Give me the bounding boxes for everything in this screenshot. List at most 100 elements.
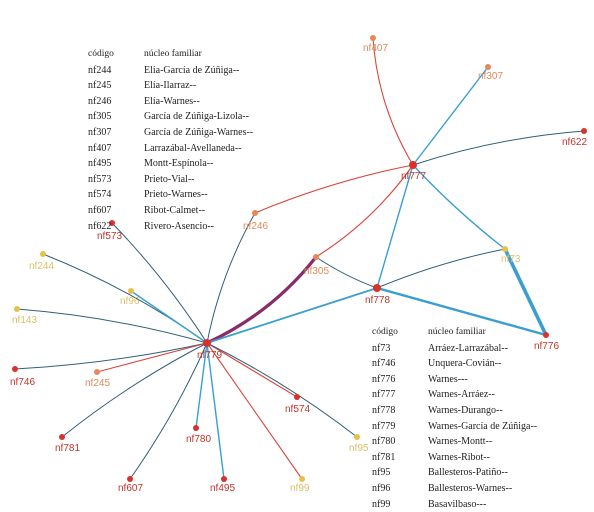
edge-nf779-nf607 bbox=[129, 342, 208, 480]
node-nf95[interactable] bbox=[354, 434, 360, 440]
legend-code: nf245 bbox=[88, 80, 112, 92]
legend-row: nf99 Basavilbaso--- bbox=[372, 497, 537, 512]
legend-family: Basavilbaso--- bbox=[428, 498, 487, 510]
node-nf99[interactable] bbox=[299, 476, 305, 482]
legend-code: nf73 bbox=[372, 342, 391, 354]
legend-row: nf407 Larrazábal-Avellaneda-- bbox=[88, 141, 253, 157]
node-label-nf143: nf143 bbox=[12, 315, 37, 326]
legend-table-top: código núcleo familiar nf244 Elía-García … bbox=[88, 47, 253, 234]
legend-family: García de Zúñiga-Lizola-- bbox=[144, 111, 249, 123]
legend-row: nf778 Warnes-Durango-- bbox=[372, 403, 537, 419]
legend-family: Prieto-Warnes-- bbox=[144, 189, 208, 201]
legend-header-code: código bbox=[372, 327, 398, 337]
edge-nf779-nf246 bbox=[206, 212, 256, 344]
node-nf305[interactable] bbox=[313, 254, 319, 260]
legend-family: Larrazábal-Avellaneda-- bbox=[144, 142, 242, 154]
legend-code: nf99 bbox=[372, 498, 391, 510]
legend-family: Warnes-Montt-- bbox=[428, 436, 493, 448]
legend-row: nf574 Prieto-Warnes-- bbox=[88, 187, 253, 203]
legend-family: Warnes--- bbox=[428, 373, 468, 385]
nodes-layer bbox=[12, 35, 587, 482]
legend-family: Warnes-Ribot-- bbox=[428, 451, 490, 463]
node-label-nf246: nf246 bbox=[243, 221, 268, 232]
edge-nf777-nf307 bbox=[412, 66, 489, 166]
legend-code: nf96 bbox=[372, 482, 391, 494]
legend-header-row: código núcleo familiar bbox=[372, 325, 537, 341]
legend-family: Elía-García de Zúñiga-- bbox=[144, 64, 240, 76]
legend-row: nf305 García de Zúñiga-Lizola-- bbox=[88, 109, 253, 125]
legend-row: nf776 Warnes--- bbox=[372, 372, 537, 388]
edge-nf777-nf73 bbox=[412, 164, 506, 250]
node-nf245[interactable] bbox=[94, 369, 100, 375]
node-nf607[interactable] bbox=[127, 476, 133, 482]
node-label-nf607: nf607 bbox=[118, 483, 143, 494]
legend-header-row: código núcleo familiar bbox=[88, 47, 253, 63]
edge-nf778-nf777 bbox=[376, 164, 414, 289]
edge-nf779-nf495 bbox=[206, 342, 225, 480]
legend-row: nf780 Warnes-Montt-- bbox=[372, 434, 537, 450]
node-nf407[interactable] bbox=[370, 35, 376, 41]
node-label-nf244: nf244 bbox=[29, 261, 54, 272]
legend-row: nf95 Ballesteros-Patiño-- bbox=[372, 465, 537, 481]
legend-code: nf244 bbox=[88, 64, 112, 76]
node-nf746[interactable] bbox=[12, 366, 18, 372]
edge-nf779-nf780 bbox=[195, 342, 208, 429]
legend-row: nf746 Unquera-Covián-- bbox=[372, 356, 537, 372]
legend-row: nf96 Ballesteros-Warnes-- bbox=[372, 481, 537, 497]
edge-nf779-nf95 bbox=[206, 342, 358, 438]
edge-nf778-nf305 bbox=[315, 256, 378, 289]
legend-family: García de Zúñiga-Warnes-- bbox=[144, 126, 254, 138]
legend-family: Unquera-Covián-- bbox=[428, 358, 502, 370]
legend-row: nf777 Warnes-Arráez-- bbox=[372, 387, 537, 403]
legend-code: nf746 bbox=[372, 358, 396, 370]
legend-code: nf307 bbox=[88, 126, 112, 138]
node-nf574[interactable] bbox=[294, 394, 300, 400]
node-nf776[interactable] bbox=[543, 332, 549, 338]
legend-family: Prieto-Vial-- bbox=[144, 173, 195, 185]
node-nf96[interactable] bbox=[128, 288, 134, 294]
node-nf622[interactable] bbox=[581, 128, 587, 134]
legend-row: nf73 Arráez-Larrazábal-- bbox=[372, 341, 537, 357]
node-nf246[interactable] bbox=[252, 210, 258, 216]
node-nf781[interactable] bbox=[59, 434, 65, 440]
legend-family: Elía-Ilarraz-- bbox=[144, 80, 197, 92]
edge-nf779-nf781 bbox=[61, 342, 208, 438]
node-nf143[interactable] bbox=[14, 306, 20, 312]
node-label-nf245: nf245 bbox=[85, 378, 110, 389]
legend-code: nf779 bbox=[372, 420, 396, 432]
node-label-nf746: nf746 bbox=[10, 377, 35, 388]
node-label-nf95: nf95 bbox=[349, 443, 369, 454]
legend-family: Ribot-Calmet-- bbox=[144, 204, 206, 216]
node-label-nf780: nf780 bbox=[186, 434, 211, 445]
legend-row: nf307 García de Zúñiga-Warnes-- bbox=[88, 125, 253, 141]
node-label-nf305: nf305 bbox=[304, 266, 329, 277]
node-nf777[interactable] bbox=[409, 161, 417, 169]
edge-nf779-nf573 bbox=[111, 222, 208, 344]
node-nf307[interactable] bbox=[485, 64, 491, 70]
edge-nf779-nf574 bbox=[206, 342, 298, 398]
node-nf780[interactable] bbox=[193, 425, 199, 431]
legend-row: nf495 Montt-Espínola-- bbox=[88, 156, 253, 172]
legend-family: Montt-Espínola-- bbox=[144, 158, 214, 170]
legend-header-family: núcleo familiar bbox=[144, 49, 202, 59]
node-nf244[interactable] bbox=[40, 251, 46, 257]
legend-code: nf246 bbox=[88, 95, 112, 107]
node-label-nf622: nf622 bbox=[562, 137, 587, 148]
node-nf495[interactable] bbox=[221, 476, 227, 482]
node-labels-layer: nf779 nf778 nf777 nf776 nf407 nf307 nf622 nf246… bbox=[10, 43, 587, 494]
node-nf779[interactable] bbox=[203, 339, 211, 347]
legend-code: nf622 bbox=[88, 220, 112, 232]
edge-nf778-nf776 bbox=[375, 286, 548, 337]
node-nf73[interactable] bbox=[502, 246, 508, 252]
node-nf778[interactable] bbox=[373, 284, 381, 292]
node-label-nf573: nf573 bbox=[97, 231, 122, 242]
legend-family: Arráez-Larrazábal-- bbox=[428, 342, 508, 354]
node-label-nf99: nf99 bbox=[290, 483, 310, 494]
legend-code: nf778 bbox=[372, 404, 396, 416]
node-nf573[interactable] bbox=[109, 220, 115, 226]
legend-code: nf780 bbox=[372, 436, 396, 448]
node-label-nf776: nf776 bbox=[534, 341, 559, 352]
legend-table-bottom: código núcleo familiar nf73 Arráez-Larraz… bbox=[372, 325, 537, 512]
node-label-nf777: nf777 bbox=[401, 171, 426, 182]
